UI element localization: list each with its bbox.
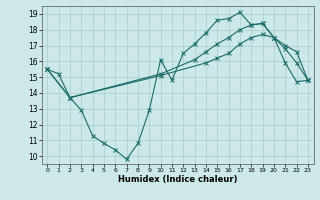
X-axis label: Humidex (Indice chaleur): Humidex (Indice chaleur) xyxy=(118,175,237,184)
